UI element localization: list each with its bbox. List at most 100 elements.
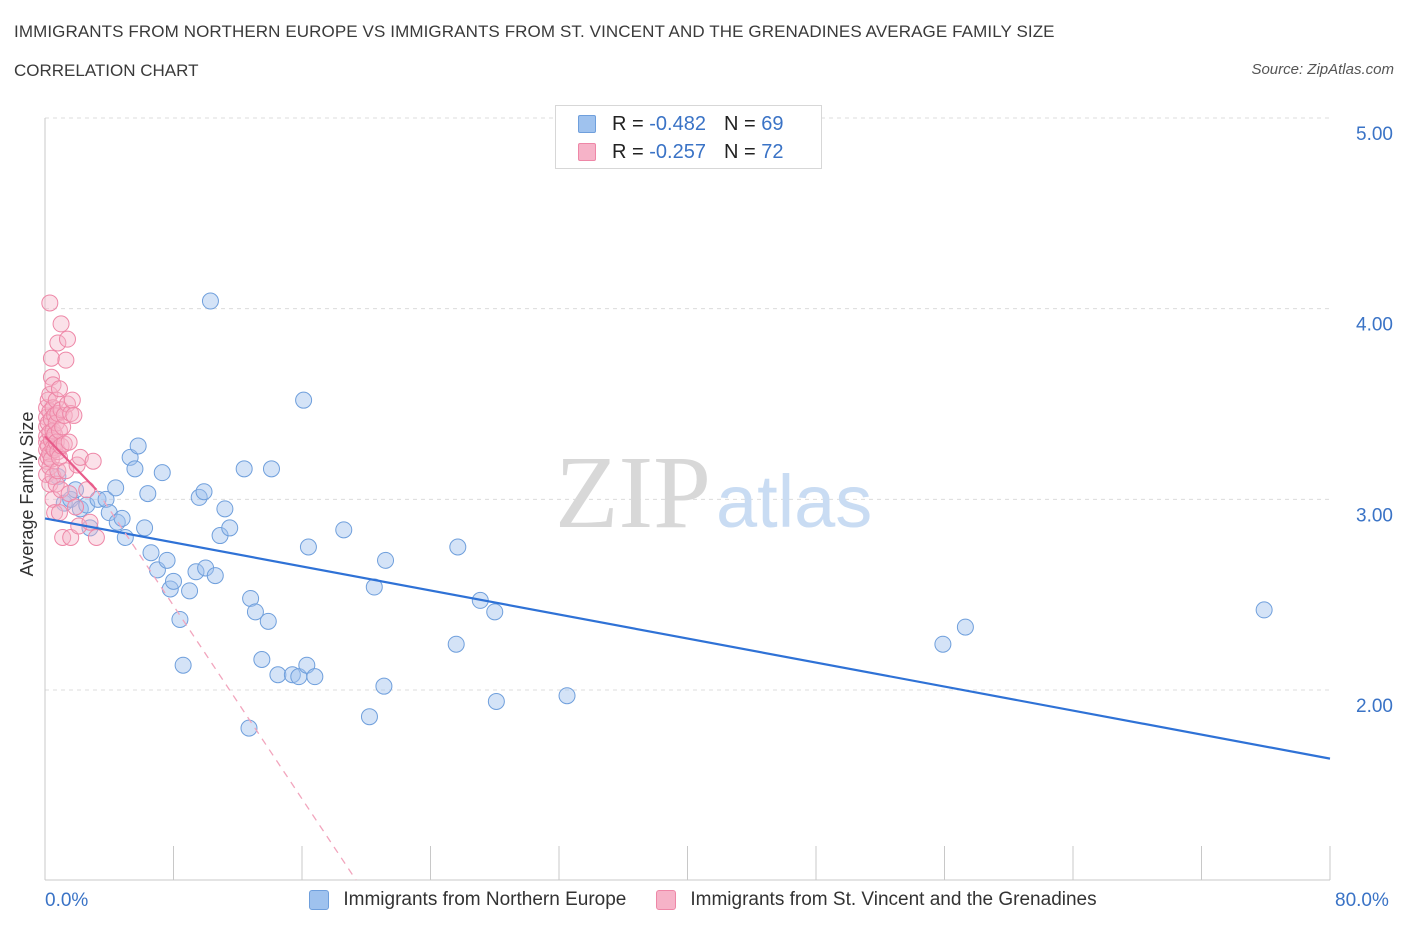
point-st-vincent bbox=[58, 330, 76, 348]
trend-lines bbox=[44, 435, 1331, 881]
point-st-vincent bbox=[78, 481, 96, 499]
point-northern-europe bbox=[253, 650, 271, 668]
watermark-atlas: atlas bbox=[716, 460, 872, 543]
point-northern-europe bbox=[335, 521, 353, 539]
legend-swatch-blue bbox=[309, 890, 330, 910]
legend-swatch-pink bbox=[578, 143, 596, 161]
y-tick-label: 5.00 bbox=[1356, 124, 1393, 145]
legend-label: Immigrants from St. Vincent and the Gren… bbox=[690, 889, 1097, 910]
point-northern-europe bbox=[221, 519, 239, 537]
legend-item-northern-europe: Immigrants from Northern Europe bbox=[309, 889, 626, 911]
point-st-vincent bbox=[47, 475, 65, 493]
trend-line-northern-europe bbox=[44, 517, 1331, 760]
point-northern-europe bbox=[181, 582, 199, 600]
n-value: 69 bbox=[761, 112, 784, 135]
point-northern-europe bbox=[129, 437, 147, 455]
point-st-vincent bbox=[57, 462, 75, 480]
legend-row-northern-europe: R = -0.482 N = 69 bbox=[578, 111, 783, 137]
point-st-vincent bbox=[63, 391, 81, 409]
trend-line-st-vincent-extended bbox=[95, 489, 357, 881]
source-label: Source: ZipAtlas.com bbox=[1251, 61, 1394, 78]
point-st-vincent bbox=[65, 406, 83, 424]
x-tick-label-min: 0.0% bbox=[45, 890, 89, 911]
point-northern-europe bbox=[449, 538, 467, 556]
y-tick-labels: 2.00 3.00 4.00 5.00 bbox=[1356, 124, 1393, 717]
grid-lines bbox=[45, 117, 1330, 691]
point-northern-europe bbox=[107, 479, 125, 497]
point-northern-europe bbox=[360, 708, 378, 726]
point-northern-europe bbox=[283, 666, 301, 684]
point-northern-europe bbox=[486, 603, 504, 621]
point-northern-europe bbox=[153, 464, 171, 482]
r-value: -0.482 bbox=[649, 112, 706, 135]
x-tick-label-max: 80.0% bbox=[1335, 890, 1389, 911]
point-northern-europe bbox=[306, 668, 324, 686]
point-northern-europe bbox=[201, 292, 219, 310]
point-northern-europe bbox=[259, 612, 277, 630]
point-northern-europe bbox=[1255, 601, 1273, 619]
point-northern-europe bbox=[934, 635, 952, 653]
point-st-vincent bbox=[49, 334, 67, 352]
point-st-vincent bbox=[50, 380, 68, 398]
point-st-vincent bbox=[41, 294, 59, 312]
point-northern-europe bbox=[246, 603, 264, 621]
point-northern-europe bbox=[171, 610, 189, 628]
legend-swatch-blue bbox=[578, 115, 596, 133]
point-northern-europe bbox=[299, 538, 317, 556]
point-northern-europe bbox=[187, 563, 205, 581]
point-northern-europe bbox=[174, 656, 192, 674]
point-st-vincent bbox=[57, 351, 75, 369]
legend-swatch-pink bbox=[656, 890, 677, 910]
series-legend: Immigrants from Northern Europe Immigran… bbox=[0, 889, 1406, 911]
point-northern-europe bbox=[235, 460, 253, 478]
point-st-vincent bbox=[50, 504, 68, 522]
point-northern-europe bbox=[956, 618, 974, 636]
n-label: N = bbox=[723, 140, 756, 163]
point-northern-europe bbox=[295, 391, 313, 409]
chart-subtitle: CORRELATION CHART bbox=[14, 61, 199, 80]
data-points bbox=[38, 292, 1273, 737]
y-tick-label: 4.00 bbox=[1356, 315, 1393, 336]
point-northern-europe bbox=[487, 692, 505, 710]
y-axis-label: Average Family Size bbox=[17, 412, 37, 577]
point-st-vincent bbox=[42, 349, 60, 367]
point-northern-europe bbox=[158, 551, 176, 569]
point-northern-europe bbox=[242, 589, 260, 607]
point-northern-europe bbox=[113, 509, 131, 527]
point-northern-europe bbox=[377, 551, 395, 569]
point-st-vincent bbox=[62, 405, 80, 423]
point-st-vincent bbox=[67, 498, 85, 516]
r-value: -0.257 bbox=[649, 140, 706, 163]
point-northern-europe bbox=[558, 687, 576, 705]
point-northern-europe bbox=[139, 485, 157, 503]
correlation-legend: R = -0.482 N = 69 R = -0.257 N = 72 bbox=[555, 105, 822, 169]
point-st-vincent bbox=[87, 528, 105, 546]
point-northern-europe bbox=[97, 490, 115, 508]
watermark-zip: ZIP bbox=[555, 435, 711, 550]
legend-label: Immigrants from Northern Europe bbox=[343, 889, 627, 910]
point-northern-europe bbox=[216, 500, 234, 518]
point-northern-europe bbox=[195, 483, 213, 501]
point-st-vincent bbox=[55, 406, 73, 424]
point-northern-europe bbox=[206, 567, 224, 585]
point-northern-europe bbox=[165, 572, 182, 590]
point-st-vincent bbox=[52, 315, 70, 333]
watermark: ZIP atlas bbox=[555, 435, 872, 550]
point-northern-europe bbox=[447, 635, 465, 653]
chart-title: IMMIGRANTS FROM NORTHERN EUROPE VS IMMIG… bbox=[14, 22, 1055, 41]
point-st-vincent bbox=[52, 401, 70, 419]
point-northern-europe bbox=[190, 488, 208, 506]
legend-item-st-vincent: Immigrants from St. Vincent and the Gren… bbox=[656, 889, 1097, 911]
point-st-vincent bbox=[41, 385, 59, 403]
point-northern-europe bbox=[136, 519, 154, 537]
n-label: N = bbox=[723, 112, 756, 135]
r-label: R = bbox=[612, 112, 644, 135]
point-st-vincent bbox=[84, 452, 102, 470]
y-tick-label: 3.00 bbox=[1356, 505, 1393, 526]
legend-row-st-vincent: R = -0.257 N = 72 bbox=[578, 139, 783, 165]
point-northern-europe bbox=[375, 677, 393, 695]
point-northern-europe bbox=[262, 460, 280, 478]
point-st-vincent bbox=[52, 481, 70, 499]
point-st-vincent bbox=[60, 433, 78, 451]
